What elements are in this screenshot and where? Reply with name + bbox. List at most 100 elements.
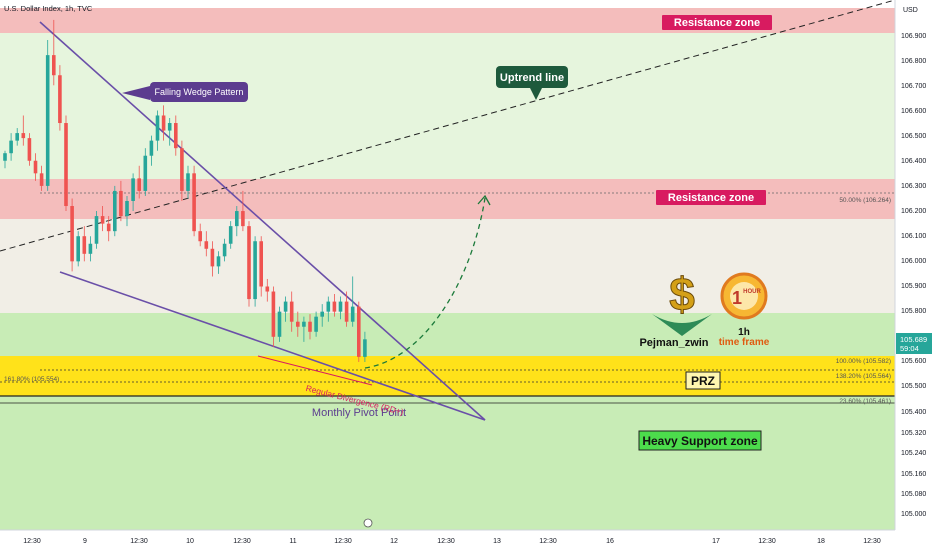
candle [314, 311, 318, 337]
candle-body [137, 178, 141, 191]
time-tick-label: 11 [289, 538, 296, 545]
candle [253, 236, 257, 307]
candle-body [228, 226, 233, 244]
candle-body [143, 155, 148, 191]
price-tick-label: 106.300 [901, 183, 926, 190]
candle [204, 231, 209, 257]
candle-body [167, 123, 172, 131]
candle [216, 251, 221, 274]
wedge-lower-line[interactable] [59, 271, 486, 421]
candle-body [241, 211, 245, 227]
price-ticks: 106.900 106.800 106.700 106.600 106.500 106.4… [901, 33, 926, 518]
candle-body [210, 248, 215, 267]
candle [271, 286, 276, 347]
candle [131, 173, 135, 212]
candle-body [3, 153, 7, 161]
time-tick-label: 12:30 [23, 538, 41, 545]
candle-body [332, 301, 337, 312]
time-tick-label: 17 [712, 538, 720, 545]
candle-body [27, 138, 32, 161]
prz-label: PRZ [685, 371, 721, 390]
candle-body [149, 140, 154, 156]
candle-body [15, 133, 19, 141]
candle-body [186, 173, 190, 191]
candle-body [259, 241, 263, 287]
resistance-label-top-text: Resistance zone [674, 17, 760, 29]
candle-body [125, 200, 129, 217]
candle-body [106, 223, 111, 232]
support-zone-upper [0, 313, 895, 358]
candle [283, 296, 288, 322]
candle [167, 117, 172, 146]
time-tick-label: 12:30 [233, 538, 251, 545]
candle [106, 216, 111, 242]
candle-body [216, 256, 221, 267]
candle-body [33, 160, 38, 174]
candle-body [308, 321, 312, 332]
time-tick-label: 18 [817, 538, 825, 545]
chart-title: U.S. Dollar Index, 1h, TVC [4, 4, 93, 13]
candle-body [161, 115, 166, 131]
candle [350, 276, 355, 327]
candle-body [235, 211, 239, 227]
candle [27, 133, 32, 166]
candle-body [363, 339, 367, 357]
monthly-pivot-label: Monthly Pivot Point [312, 407, 406, 419]
candle [45, 40, 50, 191]
price-tick-label: 106.000 [901, 258, 926, 265]
candle [58, 65, 62, 131]
candle [21, 115, 26, 146]
falling-wedge-label-text: Falling Wedge Pattern [155, 87, 244, 97]
replay-icon[interactable] [363, 518, 373, 528]
candle-body [350, 306, 355, 322]
time-tick-label: 9 [83, 538, 87, 545]
time-ticks: 12:30 9 12:30 10 12:30 11 12:30 12 12:30 13 12:30 1… [23, 538, 881, 545]
candle [143, 148, 148, 196]
candle-body [204, 241, 209, 249]
candle [70, 198, 74, 272]
price-axis-background[interactable] [895, 0, 932, 550]
candle [235, 206, 239, 237]
time-tick-label: 12:30 [863, 538, 881, 545]
candle-body [265, 286, 270, 292]
candle [338, 296, 343, 320]
time-tick-label: 16 [606, 538, 614, 545]
projected-arrowhead [477, 194, 491, 206]
candle [192, 165, 196, 237]
brand-logo: $ Pejman_zwin 1 HOUR 1h time frame [639, 268, 769, 350]
uptrend-line[interactable] [0, 0, 896, 252]
candle-body [39, 173, 44, 186]
candle-body [45, 55, 50, 186]
candle-body [222, 243, 227, 257]
candle [296, 311, 300, 337]
candle [308, 314, 312, 340]
candle-body [76, 236, 80, 262]
brand-name: Pejman_zwin [639, 337, 708, 349]
candle [332, 294, 337, 317]
candle [33, 153, 38, 181]
candle-body [21, 133, 26, 139]
falling-wedge-label: Falling Wedge Pattern [122, 82, 248, 102]
candle-body [119, 190, 123, 217]
candle-body [52, 55, 56, 76]
time-tick-label: 13 [493, 538, 501, 545]
price-tick-label: 105.600 [901, 358, 926, 365]
candle [94, 211, 99, 249]
heavy-support-label: Heavy Support zone [638, 430, 762, 451]
brand-timeframe: 1h [738, 327, 750, 338]
candle [82, 226, 87, 262]
candle [228, 221, 233, 249]
candle-body [271, 291, 276, 337]
candle-body [88, 243, 93, 254]
price-tick-label: 105.160 [901, 471, 926, 478]
candle [149, 135, 154, 166]
time-tick-label: 12:30 [437, 538, 455, 545]
time-axis-background[interactable] [0, 530, 932, 550]
wedge-upper-line[interactable] [39, 21, 486, 421]
prz-zone [0, 356, 895, 396]
candle [15, 128, 19, 146]
candle [3, 150, 7, 169]
fib-138-label: 138.20% (105.564) [836, 373, 891, 380]
